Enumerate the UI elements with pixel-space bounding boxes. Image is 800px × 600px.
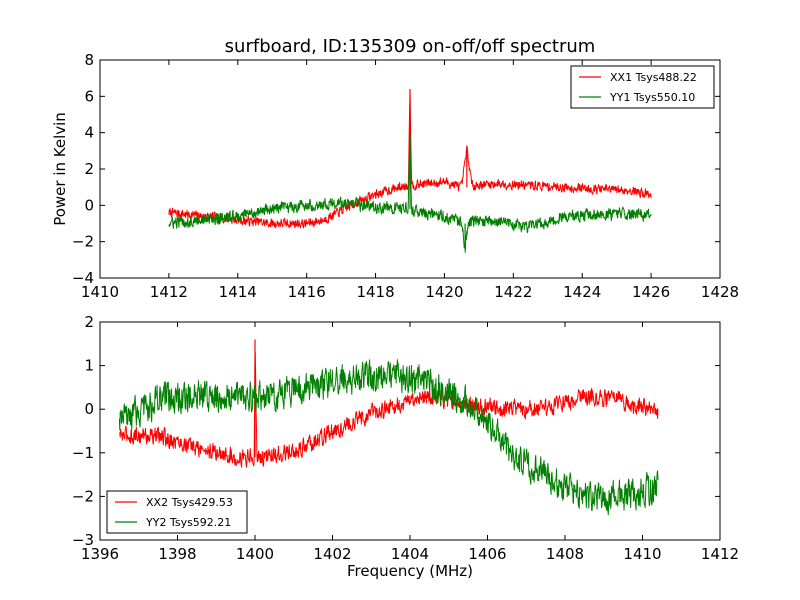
bottom-x-tick-label: 1404 [391,545,429,563]
top-plot-frame [99,59,721,279]
top-legend: XX1 Tsys488.22 YY1 Tsys550.10 [570,65,715,109]
bottom-plot-frame [99,321,721,541]
top-x-tick-label: 1426 [632,283,670,301]
top-y-axis-label: Power in Kelvin [51,112,69,226]
bottom-y-tick-label: −1 [72,444,94,462]
top-x-tick-label: 1424 [563,283,601,301]
top-panel: surfboard, ID:135309 on-off/off spectrum… [51,36,739,301]
top-y-tick-label: 2 [84,160,94,178]
top-series-lines [168,89,652,253]
series-line-yy2 [118,359,659,516]
bottom-legend-box [106,490,248,534]
bottom-axis-ticks: 1396 1398 1400 1402 1404 1406 1408 1410 1412 −3 −2… [72,313,739,563]
bottom-x-tick-label: 1400 [236,545,274,563]
top-y-tick-label: 6 [84,87,94,105]
top-y-tick-label: 4 [84,124,94,142]
bottom-y-tick-label: −3 [72,531,94,549]
bottom-series-lines [118,339,659,516]
top-x-tick-label: 1414 [219,283,257,301]
bottom-panel: Frequency (MHz) 1396 1398 1400 1402 1404 1406… [72,313,739,580]
bottom-x-tick-label: 1410 [623,545,661,563]
bottom-y-tick-label: 2 [84,313,94,331]
bottom-x-tick-label: 1402 [313,545,351,563]
bottom-y-tick-label: 0 [84,400,94,418]
bottom-y-tick-label: 1 [84,357,94,375]
top-legend-box [570,65,715,109]
top-y-tick-label: −4 [72,269,94,287]
top-x-tick-label: 1428 [701,283,739,301]
top-y-tick-label: 8 [84,51,94,69]
bottom-x-tick-label: 1406 [468,545,506,563]
top-x-tick-label: 1420 [425,283,463,301]
top-x-tick-label: 1418 [356,283,394,301]
top-x-tick-label: 1422 [494,283,532,301]
legend-label-yy1: YY1 Tsys550.10 [609,91,695,104]
bottom-y-tick-label: −2 [72,487,94,505]
legend-label-xx1: XX1 Tsys488.22 [610,71,697,84]
top-y-tick-label: 0 [84,196,94,214]
bottom-x-tick-label: 1398 [158,545,196,563]
legend-label-xx2: XX2 Tsys429.53 [146,496,233,509]
top-axis-ticks: 1410 1412 1414 1416 1418 1420 1422 1424 1426 1428… [72,51,739,301]
bottom-x-tick-label: 1408 [546,545,584,563]
series-line-xx2 [118,351,659,468]
top-y-tick-label: −2 [72,233,94,251]
chart-title: surfboard, ID:135309 on-off/off spectrum [225,36,596,57]
top-x-tick-label: 1410 [81,283,119,301]
bottom-x-axis-label: Frequency (MHz) [347,562,473,580]
legend-label-yy2: YY2 Tsys592.21 [145,516,231,529]
bottom-x-tick-label: 1396 [81,545,119,563]
top-x-tick-label: 1416 [288,283,326,301]
top-x-tick-label: 1412 [150,283,188,301]
bottom-legend: XX2 Tsys429.53 YY2 Tsys592.21 [106,490,248,534]
bottom-x-tick-label: 1412 [701,545,739,563]
